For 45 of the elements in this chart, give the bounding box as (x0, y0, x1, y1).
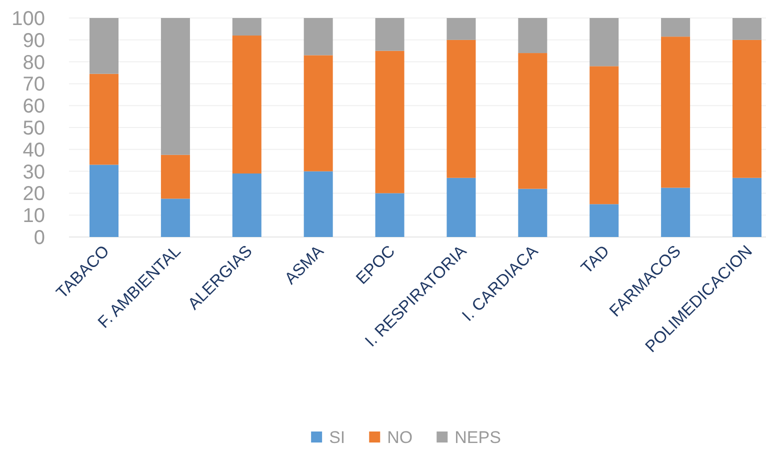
bar (661, 188, 690, 237)
bar (446, 178, 476, 237)
y-tick-label: 10 (22, 205, 45, 228)
bar (375, 50, 404, 194)
bar (732, 178, 762, 237)
bar (304, 55, 333, 172)
y-tick-label: 30 (22, 161, 45, 184)
bar (518, 18, 548, 54)
bar (232, 18, 262, 36)
bar (90, 74, 119, 165)
y-tick-label: 100 (12, 8, 45, 30)
y-tick-label: 0 (34, 227, 45, 249)
legend-label: SI (329, 428, 346, 447)
bar (590, 18, 619, 66)
bar (446, 40, 476, 178)
bar (661, 18, 690, 37)
y-tick-label: 50 (22, 118, 45, 140)
bar (232, 173, 262, 237)
bar (661, 36, 690, 188)
x-tick-label: TAD (578, 242, 614, 278)
bar (518, 53, 548, 189)
bar (160, 198, 190, 237)
y-tick-label: 80 (22, 52, 45, 74)
bar (590, 204, 619, 237)
bar (90, 164, 119, 237)
legend-label: NO (387, 428, 413, 447)
bar (304, 18, 333, 56)
bar (590, 66, 619, 204)
bar (518, 188, 548, 237)
y-tick-label: 40 (22, 139, 45, 162)
bar (90, 18, 119, 74)
bar (232, 36, 262, 174)
legend-label: NEPS (454, 428, 501, 447)
y-tick-label: 70 (22, 74, 45, 96)
y-tick-label: 20 (22, 183, 45, 206)
bar (732, 18, 762, 40)
bar (160, 154, 190, 199)
bar (160, 18, 190, 155)
bar (375, 193, 404, 237)
y-tick-label: 90 (22, 30, 45, 52)
bar (446, 18, 476, 40)
bar (732, 40, 762, 178)
bar (375, 18, 404, 51)
y-tick-label: 60 (22, 96, 45, 118)
bar (304, 171, 333, 237)
